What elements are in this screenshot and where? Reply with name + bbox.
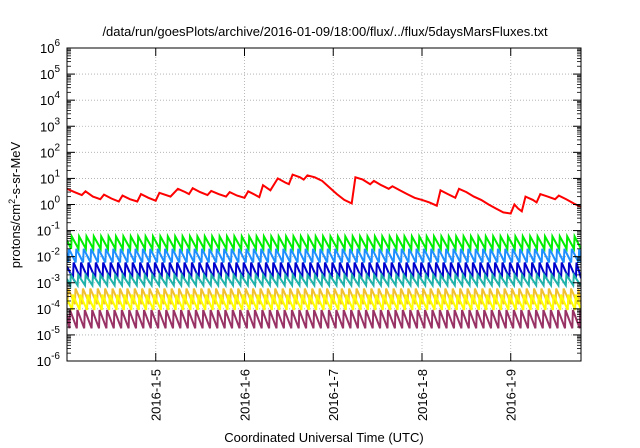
series-line: [67, 262, 581, 283]
y-tick-label: 101: [40, 168, 60, 186]
x-tick-label: 2016-1-8: [415, 369, 430, 421]
series-line: [67, 271, 581, 290]
y-tick-label: 10-3: [37, 273, 61, 291]
y-tick-label: 10-2: [37, 247, 61, 265]
y-axis-label-prefix: protons/cm: [8, 204, 23, 268]
x-axis-label: Coordinated Universal Time (UTC): [224, 430, 423, 445]
series-line: [67, 232, 581, 253]
y-tick-label: 10-1: [37, 221, 61, 239]
x-axis: 2016-1-5 2016-1-6 2016-1-7 2016-1-8 2016-1-9: [149, 48, 519, 421]
y-tick-label: 10-6: [37, 351, 61, 369]
y-axis: 10-6 10-5 10-4 10-3 10-2 10-1 100 101 102 103 104 1…: [37, 38, 581, 369]
series-line: [67, 248, 581, 263]
chart-title: /data/run/goesPlots/archive/2016-01-09/1…: [102, 24, 548, 39]
y-tick-label: 104: [40, 90, 60, 108]
y-tick-label: 103: [40, 116, 60, 134]
x-tick-label: 2016-1-5: [149, 369, 164, 421]
y-tick-label: 102: [40, 142, 60, 160]
y-axis-label-superscript: 2: [7, 199, 17, 204]
series-line: [67, 294, 581, 311]
grid: [67, 48, 581, 361]
x-tick-label: 2016-1-6: [237, 369, 252, 421]
plot-lines: [67, 173, 581, 329]
y-tick-label: 105: [40, 64, 60, 82]
series-line: [67, 173, 581, 215]
series-line: [67, 288, 581, 305]
y-tick-label: 10-5: [37, 325, 61, 343]
y-axis-label: protons/cm2-s-sr-MeV: [7, 141, 23, 268]
x-tick-label: 2016-1-9: [504, 369, 519, 421]
x-tick-label: 2016-1-7: [326, 369, 341, 421]
y-axis-label-suffix: -s-sr-MeV: [8, 141, 23, 198]
y-tick-label: 10-4: [37, 299, 61, 317]
series-line: [67, 309, 581, 329]
y-tick-label: 100: [40, 195, 60, 213]
y-tick-label: 106: [40, 38, 60, 56]
